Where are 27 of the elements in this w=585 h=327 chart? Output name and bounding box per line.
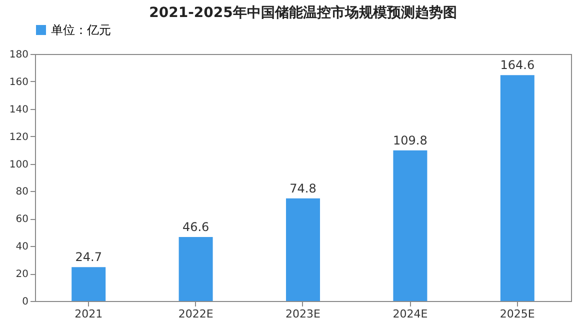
y-tick-label: 180 — [9, 50, 28, 60]
bar — [286, 198, 320, 301]
legend-label: 单位：亿元 — [51, 23, 111, 37]
bar — [393, 150, 428, 301]
y-tick-label: 120 — [9, 132, 28, 143]
y-tick-label: 60 — [16, 214, 28, 226]
y-tick-label: 0 — [22, 296, 28, 308]
data-label: 74.8 — [290, 181, 316, 196]
data-label: 164.6 — [500, 58, 535, 72]
chart-title: 2021-2025年中国储能温控市场规模预测趋势图 — [149, 4, 457, 21]
y-tick-label: 80 — [16, 186, 28, 198]
x-tick-label: 2021 — [74, 308, 103, 320]
y-tick-label: 100 — [9, 159, 28, 170]
x-tick-label: 2025E — [500, 308, 535, 320]
y-tick-label: 160 — [9, 76, 28, 88]
bar — [500, 75, 534, 301]
y-tick-label: 40 — [16, 242, 28, 253]
y-tick-label: 20 — [16, 269, 28, 280]
data-label: 24.7 — [75, 250, 102, 264]
y-tick-label: 140 — [9, 104, 28, 116]
x-tick-label: 2023E — [286, 308, 321, 320]
x-tick-label: 2024E — [392, 308, 428, 320]
data-label: 46.6 — [182, 220, 210, 234]
x-tick-label: 2022E — [178, 308, 214, 320]
data-label: 109.8 — [393, 133, 428, 148]
bar — [178, 237, 213, 301]
bar — [72, 267, 106, 301]
